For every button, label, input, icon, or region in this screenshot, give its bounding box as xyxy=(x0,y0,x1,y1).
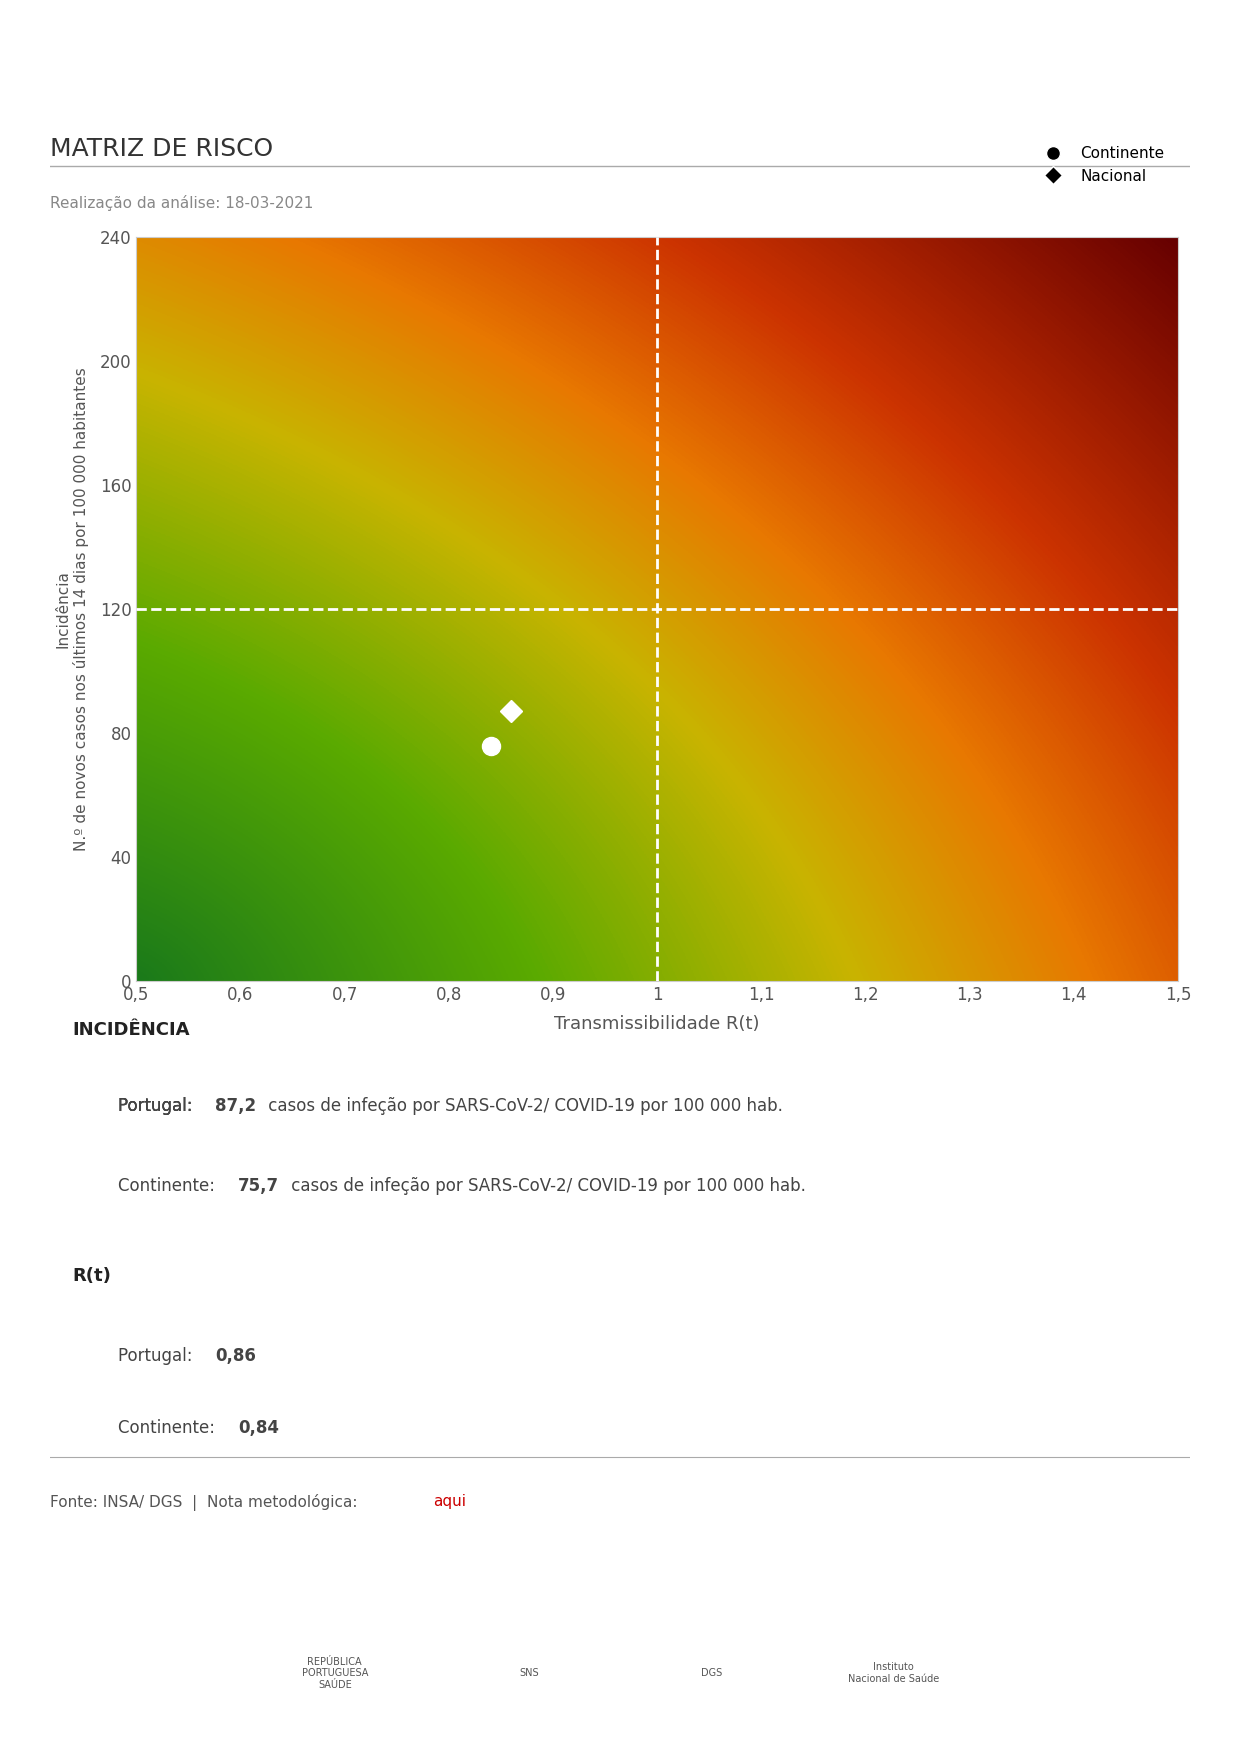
Text: casos de infeção por SARS-CoV-2/ COVID-19 por 100 000 hab.: casos de infeção por SARS-CoV-2/ COVID-1… xyxy=(285,1177,806,1195)
X-axis label: Transmissibilidade R(t): Transmissibilidade R(t) xyxy=(554,1014,760,1034)
Text: 75,7: 75,7 xyxy=(238,1177,279,1195)
Text: 0,86: 0,86 xyxy=(215,1347,255,1365)
Text: SNS: SNS xyxy=(518,1668,538,1678)
Text: INCIDÊNCIA: INCIDÊNCIA xyxy=(72,1021,190,1039)
Text: 87,2: 87,2 xyxy=(215,1097,257,1114)
Text: COVID-19 | RELATÓRIO DE SITUAÇÃO | 19-03-2021: COVID-19 | RELATÓRIO DE SITUAÇÃO | 19-03… xyxy=(112,37,1128,77)
Text: Portugal:: Portugal: xyxy=(118,1097,198,1114)
Text: REPÚBLICA
PORTUGUESA
SAÚDE: REPÚBLICA PORTUGUESA SAÚDE xyxy=(301,1657,368,1689)
Text: Continente:: Continente: xyxy=(118,1419,221,1437)
Text: Portugal: ​: Portugal: ​ xyxy=(118,1097,198,1114)
Text: MATRIZ DE RISCO: MATRIZ DE RISCO xyxy=(50,137,273,161)
Text: aqui: aqui xyxy=(433,1493,466,1508)
Text: casos de infeção por SARS-CoV-2/ COVID-19 por 100 000 hab.: casos de infeção por SARS-CoV-2/ COVID-1… xyxy=(263,1097,782,1114)
Y-axis label: Incidência
N.º de novos casos nos últimos 14 dias por 100 000 habitantes: Incidência N.º de novos casos nos último… xyxy=(55,366,89,851)
Text: R(t): R(t) xyxy=(72,1267,112,1284)
Text: Portugal:: Portugal: xyxy=(118,1097,198,1114)
Text: Fonte: INSA/ DGS  |  Nota metodológica:: Fonte: INSA/ DGS | Nota metodológica: xyxy=(50,1493,362,1510)
Text: Instituto
Nacional de Saúde: Instituto Nacional de Saúde xyxy=(848,1663,940,1684)
Text: DGS: DGS xyxy=(701,1668,722,1678)
Text: Realização da análise: 18-03-2021: Realização da análise: 18-03-2021 xyxy=(50,194,312,210)
Text: Continente:: Continente: xyxy=(118,1177,221,1195)
Text: Portugal:: Portugal: xyxy=(118,1347,198,1365)
Text: 0,84: 0,84 xyxy=(238,1419,279,1437)
Legend: Continente, Nacional: Continente, Nacional xyxy=(1032,140,1171,189)
